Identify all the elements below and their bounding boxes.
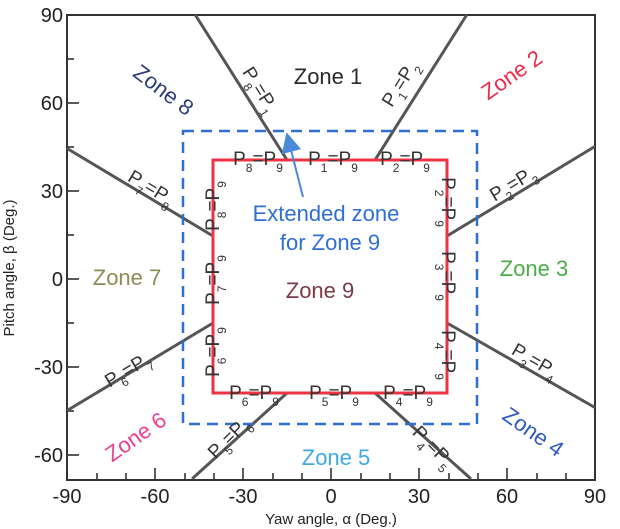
x-tick-label: 60 <box>496 486 518 508</box>
boundary-label-p5-p9: P5=P9 <box>309 383 359 409</box>
zone-3-label: Zone 3 <box>500 256 569 281</box>
boundary-p6-p7 <box>66 321 215 412</box>
boundary-label-p4-p9-right: P4=P9 <box>432 330 458 380</box>
y-tick-label: 30 <box>41 181 63 203</box>
zone-9-border <box>211 158 449 395</box>
zone-7-label: Zone 7 <box>93 265 162 290</box>
extended-zone-arrow <box>281 132 304 198</box>
x-tick-label: 30 <box>408 486 430 508</box>
boundary-p4-p5 <box>373 391 472 480</box>
extended-zone-border <box>181 129 479 426</box>
extended-zone-label-line1: Extended zone <box>253 201 400 226</box>
boundary-label-p6-p9-bottom: P6=P9 <box>229 383 279 409</box>
boundary-p7-p8 <box>66 147 215 238</box>
y-tick-label: 0 <box>52 269 63 291</box>
boundary-p1-p2 <box>373 14 468 162</box>
y-tick-label: -30 <box>34 357 63 379</box>
x-tick-label: -30 <box>229 486 258 508</box>
zone-5-label: Zone 5 <box>302 445 371 470</box>
boundary-label-p2-p9-right: P2=P9 <box>432 177 458 227</box>
boundary-p2-p3 <box>445 145 596 238</box>
plot-frame <box>66 14 596 481</box>
y-tick-marks <box>67 14 79 456</box>
y-axis-title: Pitch angle, β (Deg.) <box>1 199 18 336</box>
boundary-p3-p4 <box>445 321 596 409</box>
boundary-p8-p1 <box>194 14 289 162</box>
zone-boundaries <box>66 14 596 480</box>
boundary-label-p3-p9-right: P3=P9 <box>432 251 458 301</box>
boundary-label-p2-p9-top: P2=P9 <box>380 149 430 175</box>
boundary-p5-p6 <box>191 391 289 480</box>
x-tick-marks <box>66 468 596 480</box>
x-tick-label: 0 <box>325 486 336 508</box>
boundary-label-p4-p9-bottom: P4=P9 <box>383 383 433 409</box>
boundary-label-p1-p9: P1=P9 <box>308 149 358 175</box>
x-tick-label: -90 <box>53 486 82 508</box>
boundary-label-p8-p9-top: P8=P9 <box>233 149 283 175</box>
boundary-label-p6-p9-left: P6=P9 <box>203 327 229 377</box>
zone-1-label: Zone 1 <box>294 64 363 89</box>
y-tick-label: 60 <box>41 93 63 115</box>
extended-zone-label-line2: for Zone 9 <box>280 230 380 255</box>
zone-9-label: Zone 9 <box>286 278 355 303</box>
boundary-label-p7-p9-left: P7=P9 <box>203 255 229 305</box>
x-tick-label: -60 <box>141 486 170 508</box>
y-tick-label: 90 <box>41 5 63 27</box>
x-tick-label: 90 <box>584 486 606 508</box>
boundary-label-p8-p9-left: P8=P9 <box>203 181 229 231</box>
y-tick-label: -60 <box>34 445 63 467</box>
x-axis-title: Yaw angle, α (Deg.) <box>265 511 397 528</box>
